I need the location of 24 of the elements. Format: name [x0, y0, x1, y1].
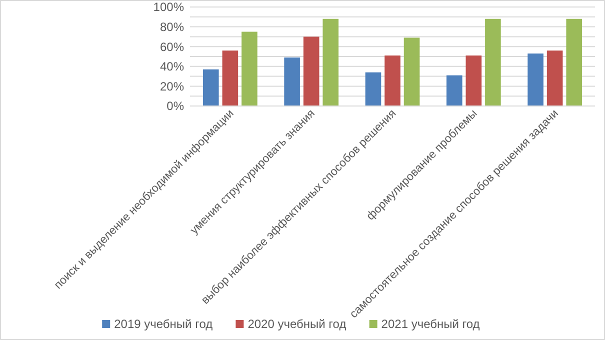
y-tick-label: 20%: [160, 79, 184, 94]
bar: [404, 38, 420, 106]
bar: [384, 56, 400, 106]
bar: [446, 75, 462, 106]
bar: [242, 32, 258, 106]
y-tick-label: 80%: [160, 20, 184, 34]
bar: [365, 72, 382, 106]
bar: [303, 36, 320, 106]
legend-label: 2021 учебный год: [381, 317, 480, 331]
legend-label: 2020 учебный год: [248, 317, 346, 331]
y-tick-label: 60%: [160, 40, 184, 54]
bar: [528, 54, 544, 106]
bar: [284, 57, 300, 106]
bar: [485, 18, 501, 106]
bar: [202, 69, 219, 106]
bar: [222, 50, 238, 106]
legend-label: 2019 учебный год: [114, 317, 213, 331]
bar: [466, 56, 482, 106]
bar: [322, 18, 339, 106]
y-tick-label: 100%: [153, 0, 184, 14]
bar: [566, 18, 582, 106]
y-tick-label: 0%: [166, 99, 184, 114]
y-tick-label: 40%: [160, 60, 184, 74]
bar: [546, 50, 563, 106]
